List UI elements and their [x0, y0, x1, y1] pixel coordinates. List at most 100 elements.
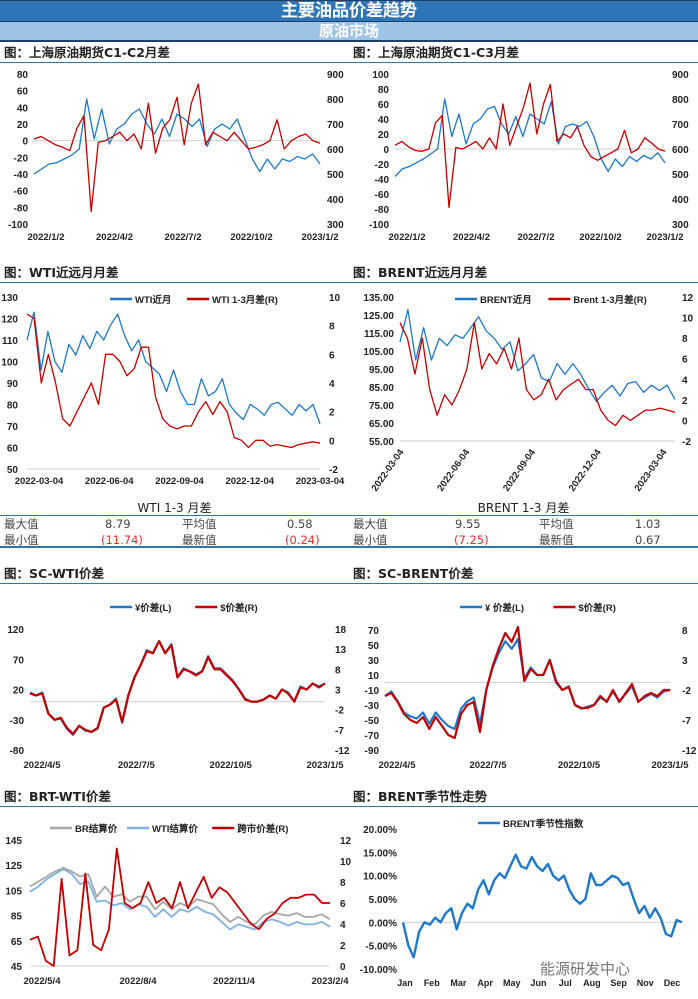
y-tick-left: 60 [378, 100, 390, 111]
y-tick-left: -40 [14, 170, 29, 181]
y-tick-left: 100 [372, 70, 389, 81]
y-tick-left: 0 [22, 137, 28, 148]
y-tick-right: 900 [672, 70, 689, 81]
y-tick-left: 130 [1, 293, 18, 304]
x-tick-label: 2022/10/5 [558, 760, 601, 771]
y-tick-right: 8 [329, 322, 335, 333]
x-tick-label: Aug [583, 978, 601, 988]
y-tick-right: -2 [329, 465, 338, 476]
y-tick-right: 12 [340, 836, 352, 847]
y-tick-right: 8 [682, 334, 688, 345]
y-tick-left: -80 [10, 746, 25, 757]
y-tick-left: -40 [375, 175, 390, 186]
y-tick-right: 8 [340, 878, 346, 889]
section-header: 原油市场 [0, 22, 698, 42]
y-tick-left: 70 [368, 626, 380, 637]
y-tick-left: 70 [13, 655, 25, 666]
y-tick-right: 700 [327, 120, 344, 131]
x-tick-label: 2022/4/5 [379, 760, 417, 771]
y-tick-right: -12 [335, 746, 350, 757]
latest-value: (0.24) [285, 533, 320, 547]
brent-stats-table: BRENT 1-3 月差 最大值 9.55 平均值 1.03 最小值 (7.25) 最新值… [349, 500, 698, 548]
y-tick-left: 55.00 [369, 437, 394, 448]
y-tick-right: 4 [340, 920, 346, 931]
wti-stats-table: WTI 1-3 月差 最大值 8.79 平均值 0.58 最小值 (11.74) 最新值 (… [0, 500, 349, 548]
x-tick-label: 2022/10/5 [210, 760, 253, 771]
y-tick-right: 2 [340, 941, 346, 952]
y-tick-left: 95.00 [369, 365, 394, 376]
x-tick-label: Dec [664, 978, 681, 988]
y-tick-right: 0 [682, 416, 688, 427]
y-tick-right: 300 [672, 220, 689, 231]
x-tick-label: Jul [559, 978, 572, 988]
y-tick-right: 300 [327, 220, 344, 231]
x-tick-label: 2022/5/4 [24, 976, 62, 987]
legend-label: BR结算价 [75, 823, 118, 835]
series-line-2 [29, 868, 331, 931]
y-tick-left: -100 [8, 220, 28, 231]
y-tick-left: 85 [11, 912, 23, 923]
y-tick-right: 4 [682, 375, 688, 386]
y-tick-left: 60 [7, 444, 19, 455]
y-tick-right: -2 [682, 437, 691, 448]
x-tick-label: 2023-03-04 [633, 447, 670, 494]
y-tick-left: 40 [17, 103, 29, 114]
latest-value: 0.67 [635, 533, 661, 547]
y-tick-left: -20 [14, 153, 29, 164]
x-tick-label: 2022/4/2 [453, 232, 490, 243]
y-tick-left: 60 [17, 87, 29, 98]
avg-value: 0.58 [287, 517, 313, 531]
y-tick-right: 6 [340, 899, 346, 910]
y-tick-right: 6 [682, 355, 688, 366]
y-tick-right: 0 [329, 436, 335, 447]
y-tick-right: 3 [335, 686, 341, 697]
y-tick-right: 600 [672, 145, 689, 156]
y-tick-right: 2 [682, 396, 688, 407]
x-tick-label: 2022/10/2 [579, 232, 621, 243]
legend-label: WTI 1-3月差(R) [212, 294, 278, 306]
x-tick-label: 2022/4/2 [96, 232, 133, 243]
y-tick-right: -12 [682, 746, 697, 757]
legend-label: BRENT季节性指数 [503, 818, 584, 830]
y-tick-right: 900 [327, 70, 344, 81]
y-tick-left: 10.00% [363, 872, 397, 883]
y-tick-right: 18 [335, 625, 347, 636]
stats-title: WTI 1-3 月差 [0, 500, 349, 516]
y-tick-right: 800 [327, 95, 344, 106]
y-tick-left: 70 [7, 422, 19, 433]
y-tick-left: -10.00% [360, 965, 397, 976]
y-tick-right: 400 [672, 195, 689, 206]
series-line-2 [399, 322, 676, 427]
x-tick-label: Nov [637, 978, 654, 988]
legend-label: WTI近月 [135, 294, 171, 306]
chart-title-sc-brent: 图：SC-BRENT价差 [349, 566, 698, 584]
y-tick-right: 8 [335, 665, 341, 676]
x-tick-label: 2022/7/5 [470, 760, 508, 771]
chart-title-sc-c1c2: 图：上海原油期货C1-C2月差 [0, 45, 349, 63]
x-tick-label: Jun [530, 978, 546, 988]
y-tick-left: 85.00 [369, 383, 394, 394]
x-tick-label: Feb [424, 978, 441, 988]
y-tick-left: 65 [11, 937, 23, 948]
x-tick-label: 2022/11/4 [213, 976, 255, 987]
y-tick-left: -30 [365, 701, 380, 712]
series-line-1 [399, 308, 676, 403]
x-tick-label: 2023/1/2 [647, 232, 684, 243]
y-tick-left: 65.00 [369, 419, 394, 430]
legend-label: BRENT近月 [480, 294, 532, 306]
x-tick-label: Jan [397, 978, 413, 988]
series-line-1 [401, 853, 683, 959]
latest-label: 最新值 [182, 533, 217, 547]
legend-label: WTI结算价 [152, 823, 198, 835]
y-tick-left: -100 [369, 220, 389, 231]
x-tick-label: 2022-03-04 [370, 447, 407, 494]
y-tick-left: 145 [5, 836, 22, 847]
y-tick-right: -7 [335, 726, 344, 737]
y-tick-right: 3 [682, 656, 688, 667]
y-tick-left: 110 [2, 336, 19, 347]
series-line-1 [384, 637, 671, 731]
series-line-2 [33, 83, 321, 213]
x-tick-label: 2023/1/2 [302, 232, 339, 243]
min-value: (11.74) [101, 533, 143, 547]
